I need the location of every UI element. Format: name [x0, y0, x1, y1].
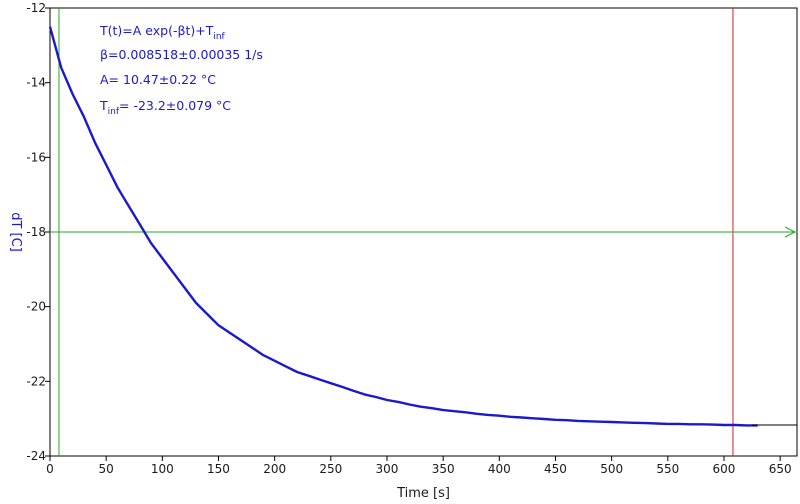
- x-tick-label: 500: [600, 462, 623, 476]
- x-tick-label: 350: [432, 462, 455, 476]
- y-tick-label: -12: [26, 1, 46, 15]
- x-tick-label: 300: [376, 462, 399, 476]
- fit-formula-sub: inf: [213, 32, 225, 42]
- fit-formula: T(t)=A exp(-βt)+Tinf: [99, 23, 226, 42]
- y-tick-label: -22: [26, 374, 46, 388]
- fit-tinf-value: = -23.2±0.079 °C: [119, 98, 231, 113]
- x-axis-label: Time [s]: [396, 486, 450, 501]
- y-tick-label: -16: [26, 150, 46, 164]
- y-axis-label: dT [C]: [8, 212, 23, 252]
- fit-amplitude: A= 10.47±0.22 °C: [100, 72, 216, 87]
- x-tick-label: 100: [151, 462, 174, 476]
- fit-formula-main: T(t)=A exp(-βt)+T: [99, 23, 214, 38]
- fit-tinf-sub: inf: [108, 107, 120, 117]
- x-tick-label: 50: [99, 462, 114, 476]
- x-tick-label: 200: [263, 462, 286, 476]
- fit-beta: β=0.008518±0.00035 1/s: [100, 47, 263, 62]
- y-axis-ticks: -12 -14 -16 -18 -20 -22 -24: [26, 1, 50, 463]
- x-tick-label: 550: [656, 462, 679, 476]
- green-horizontal-arrowhead: [784, 226, 797, 238]
- fit-annotation: T(t)=A exp(-βt)+Tinf β=0.008518±0.00035 …: [99, 23, 263, 117]
- marker-lines: [50, 8, 797, 456]
- y-tick-label: -24: [26, 449, 46, 463]
- x-tick-label: 650: [769, 462, 792, 476]
- series-group: [48, 26, 797, 427]
- x-tick-label: 400: [488, 462, 511, 476]
- x-tick-label: 250: [319, 462, 342, 476]
- y-tick-label: -14: [26, 76, 46, 90]
- x-tick-label: 150: [207, 462, 230, 476]
- x-tick-label: 450: [544, 462, 567, 476]
- y-tick-label: -18: [26, 225, 46, 239]
- y-tick-label: -20: [26, 300, 46, 314]
- x-axis-ticks: 0 50 100 150 200 250 300 350 400 450 500 550 600 650: [46, 456, 792, 476]
- fit-tinf: Tinf= -23.2±0.079 °C: [99, 98, 231, 117]
- x-tick-label: 0: [46, 462, 54, 476]
- fit-tinf-main: T: [99, 98, 108, 113]
- x-tick-label: 600: [713, 462, 736, 476]
- series-data-line: [48, 26, 758, 427]
